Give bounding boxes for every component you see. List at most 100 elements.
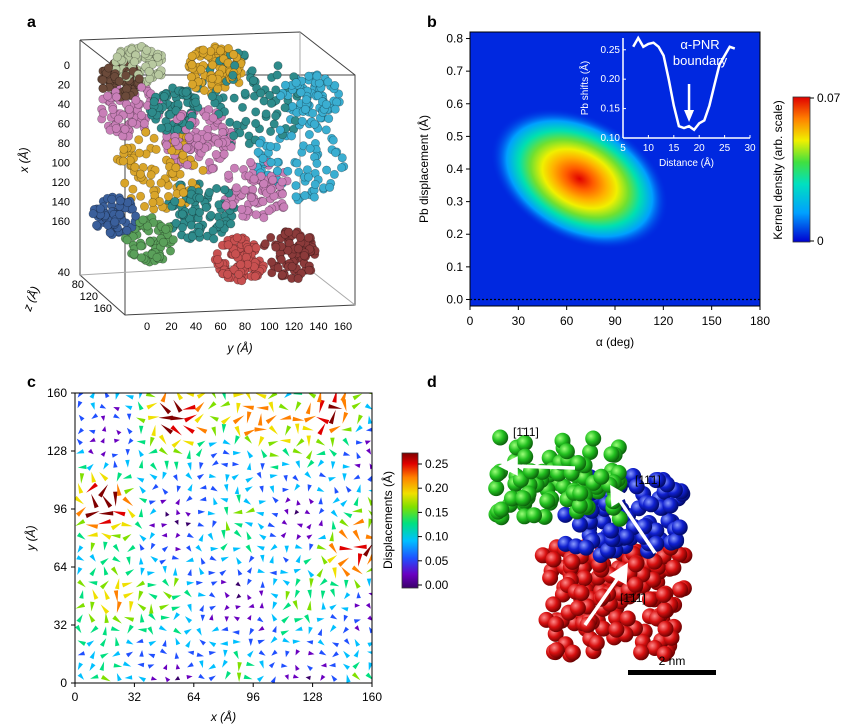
displacement-arrow <box>248 638 253 646</box>
atom-sphere <box>303 172 313 182</box>
displacement-arrow <box>185 640 191 648</box>
atom-sphere <box>301 95 311 105</box>
density-peak <box>490 108 669 250</box>
displacement-arrow <box>245 544 252 553</box>
displacement-arrow <box>307 589 312 599</box>
displacement-arrow <box>365 534 372 539</box>
atom-sphere <box>166 246 176 256</box>
x-tick-label: 180 <box>750 314 770 328</box>
displacement-arrow <box>367 415 372 424</box>
displacement-arrow <box>328 404 343 409</box>
displacement-arrow <box>174 676 181 681</box>
displacement-arrow <box>308 650 315 656</box>
atom-sphere <box>115 196 125 206</box>
displacement-arrow <box>113 590 119 603</box>
displacement-arrow <box>76 614 83 623</box>
displacement-arrow <box>321 555 328 565</box>
colorbar-max: 0.07 <box>817 91 841 105</box>
atom-sphere <box>187 60 197 70</box>
displacement-arrow <box>257 413 263 426</box>
inset-y-tick: 0.20 <box>601 74 621 85</box>
displacement-arrow <box>125 395 134 400</box>
displacement-arrow <box>127 624 134 634</box>
displacement-arrow <box>76 532 86 540</box>
displacement-arrow <box>162 471 167 480</box>
atom-sphere <box>648 522 665 539</box>
displacement-arrow <box>224 484 229 492</box>
displacement-arrow <box>282 487 289 493</box>
y-tick-label: 20 <box>165 321 177 333</box>
displacement-arrow <box>220 543 228 551</box>
atom-sphere <box>287 131 297 141</box>
displacement-arrow <box>269 465 279 470</box>
atom-sphere <box>162 140 172 150</box>
displacement-arrow <box>269 555 274 564</box>
displacement-arrow <box>317 459 325 467</box>
atom-sphere <box>312 159 322 169</box>
panel-c-displacement-field: 0 32 64 96 128 160 0 32 64 96 128 160 x (Å) y (Å) 0… <box>23 386 449 724</box>
displacement-arrow <box>140 613 145 623</box>
atom-sphere <box>238 102 248 112</box>
displacement-arrow <box>224 591 230 599</box>
atom-sphere <box>153 52 163 62</box>
displacement-arrow <box>328 662 336 668</box>
displacement-arrow <box>293 568 302 574</box>
displacement-arrow <box>245 507 255 513</box>
displacement-arrow <box>352 661 360 670</box>
atom-sphere <box>671 519 688 536</box>
displacement-arrow <box>125 459 130 468</box>
displacement-arrow <box>352 508 363 513</box>
displacement-arrow <box>307 484 312 492</box>
displacement-arrow <box>185 472 193 480</box>
atom-sphere <box>264 206 274 216</box>
displacement-arrow <box>328 448 337 457</box>
displacement-arrow <box>88 581 98 586</box>
displacement-arrow <box>76 449 85 454</box>
atom-sphere <box>569 600 586 616</box>
displacement-arrow <box>161 523 168 528</box>
atom-sphere <box>488 480 505 497</box>
displacement-arrow <box>100 415 106 422</box>
displacement-arrow <box>355 424 363 433</box>
pnr-spheres <box>488 429 693 663</box>
displacement-arrow <box>194 401 205 413</box>
displacement-arrow <box>149 603 154 614</box>
displacement-arrow <box>182 425 195 434</box>
displacement-arrow <box>113 491 118 507</box>
displacement-arrow <box>174 461 179 471</box>
displacement-arrow <box>185 557 194 562</box>
displacement-arrow <box>139 485 146 494</box>
atom-sphere <box>241 116 251 126</box>
atom-sphere <box>266 185 276 195</box>
atom-sphere <box>240 185 250 195</box>
atom-sphere <box>283 166 293 176</box>
colorbar-label: Kernel density (arb. scale) <box>771 100 785 239</box>
panel-d-letter: d <box>427 374 437 391</box>
displacement-arrow <box>280 532 287 539</box>
inset-x-tick: 30 <box>744 143 756 154</box>
displacement-arrow <box>237 568 243 576</box>
atom-sphere <box>151 144 161 154</box>
axis-ticks: 0 30 60 90 120 150 180 0.0 0.1 0.2 0.3 0.4 0.5 0.6 0.7… <box>446 32 770 328</box>
displacement-arrow <box>306 523 312 530</box>
atom-sphere <box>226 219 236 229</box>
y-tick-label: 160 <box>47 386 67 400</box>
displacement-arrow <box>295 664 300 671</box>
atom-sphere <box>564 553 581 570</box>
y-tick-label: 0.5 <box>446 129 463 143</box>
atom-sphere <box>214 138 224 148</box>
displacement-arrow <box>260 463 265 471</box>
atom-sphere <box>246 157 256 167</box>
colorbar-tick: 0.05 <box>425 554 449 568</box>
displacement-arrow <box>255 512 264 517</box>
atom-sphere <box>304 265 314 275</box>
displacement-arrow <box>319 472 327 478</box>
displacement-arrow <box>90 625 99 634</box>
atom-sphere <box>198 45 208 55</box>
atom-sphere <box>633 644 650 661</box>
displacement-arrow <box>127 544 136 553</box>
displacement-arrow <box>122 496 134 507</box>
atom-sphere <box>92 220 102 230</box>
y-tick-label: 0.0 <box>446 292 463 306</box>
atom-sphere <box>211 150 221 160</box>
